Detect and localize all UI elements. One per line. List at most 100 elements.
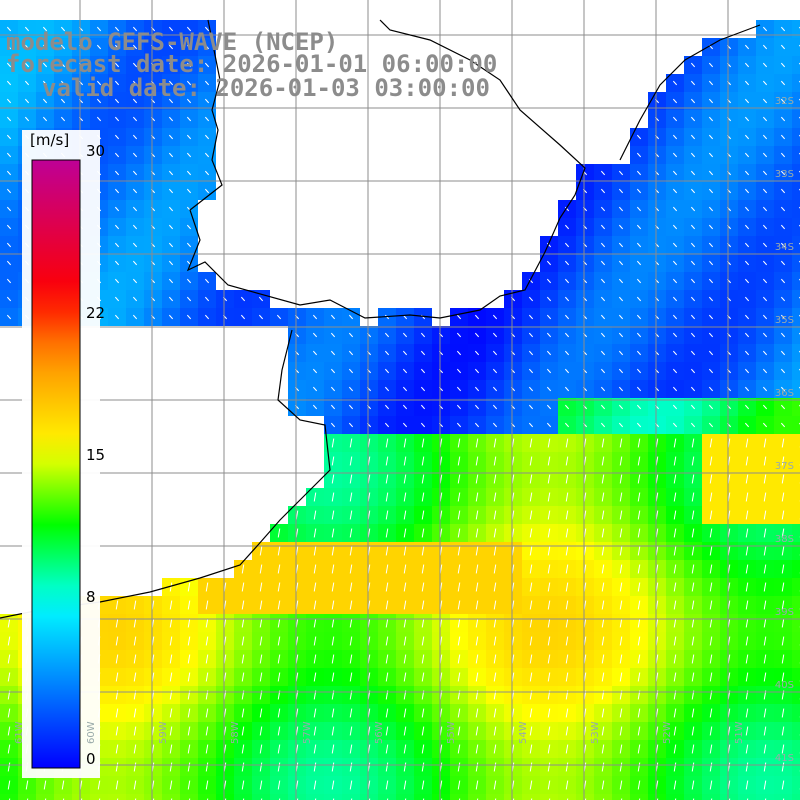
wind-arrow xyxy=(277,528,281,538)
wind-arrow xyxy=(690,80,696,86)
wind-cell xyxy=(324,794,342,800)
wind-arrow xyxy=(565,708,569,718)
wind-arrow xyxy=(187,672,191,682)
wind-arrow xyxy=(673,780,677,790)
wind-arrow xyxy=(781,546,785,556)
wind-arrow xyxy=(637,618,641,628)
wind-arrow xyxy=(475,636,479,646)
wind-arrow xyxy=(565,744,569,754)
wind-arrow xyxy=(672,116,678,122)
wind-arrow xyxy=(331,636,335,646)
wind-arrow xyxy=(331,438,335,448)
wind-arrow xyxy=(636,278,642,284)
wind-arrow xyxy=(403,492,407,502)
wind-cell xyxy=(522,794,540,800)
wind-cell xyxy=(666,794,684,800)
wind-arrow xyxy=(708,350,714,356)
latitude-label: 41S xyxy=(774,753,794,764)
longitude-label: 54W xyxy=(518,721,529,744)
wind-arrow xyxy=(204,44,210,50)
wind-arrow xyxy=(708,224,714,230)
wind-arrow xyxy=(763,618,767,628)
wind-arrow xyxy=(421,618,425,628)
wind-arrow xyxy=(601,654,605,664)
wind-arrow xyxy=(636,134,642,140)
wind-arrow xyxy=(547,708,551,718)
wind-arrow xyxy=(6,152,12,158)
longitude-label: 56W xyxy=(374,721,385,744)
wind-arrow xyxy=(114,224,120,230)
wind-arrow xyxy=(619,654,623,664)
wind-arrow xyxy=(618,404,624,410)
wind-arrow xyxy=(619,546,623,556)
wind-arrow xyxy=(564,278,570,284)
wind-arrow xyxy=(564,332,570,338)
wind-arrow xyxy=(619,636,623,646)
wind-arrow xyxy=(385,708,389,718)
wind-arrow xyxy=(258,296,264,302)
wind-arrow xyxy=(186,80,192,86)
wind-arrow xyxy=(241,600,245,610)
wind-arrow xyxy=(169,618,173,628)
wind-arrow xyxy=(187,654,191,664)
wind-arrow xyxy=(745,618,749,628)
wind-arrow xyxy=(708,98,714,104)
wind-arrow xyxy=(601,600,605,610)
wind-arrow xyxy=(763,708,767,718)
wind-arrow xyxy=(637,564,641,574)
wind-arrow xyxy=(186,134,192,140)
wind-arrow xyxy=(43,780,47,790)
wind-arrow xyxy=(745,456,749,466)
wind-arrow xyxy=(745,672,749,682)
wind-arrow xyxy=(547,510,551,520)
wind-arrow xyxy=(547,780,551,790)
wind-arrow xyxy=(457,438,461,448)
wind-arrow xyxy=(385,546,389,556)
wind-arrow xyxy=(528,368,534,374)
wind-arrow xyxy=(457,600,461,610)
wind-arrow xyxy=(7,636,11,646)
wind-arrow xyxy=(690,314,696,320)
wind-arrow xyxy=(601,582,605,592)
wind-arrow xyxy=(709,672,713,682)
wind-arrow xyxy=(60,80,66,86)
wind-arrow xyxy=(204,170,210,176)
wind-arrow xyxy=(673,438,677,448)
wind-arrow xyxy=(475,528,479,538)
wind-arrow xyxy=(691,456,695,466)
wind-arrow xyxy=(186,296,192,302)
wind-arrow xyxy=(474,422,480,428)
wind-arrow xyxy=(7,762,11,772)
wind-arrow xyxy=(331,564,335,574)
wind-arrow xyxy=(637,780,641,790)
wind-arrow xyxy=(492,314,498,320)
wind-arrow xyxy=(186,26,192,32)
wind-arrow xyxy=(132,26,138,32)
wind-cell xyxy=(792,200,800,218)
wind-arrow xyxy=(403,456,407,466)
wind-arrow xyxy=(636,404,642,410)
wind-arrow xyxy=(475,492,479,502)
wind-arrow xyxy=(331,528,335,538)
wind-arrow xyxy=(708,296,714,302)
wind-arrow xyxy=(385,474,389,484)
wind-arrow xyxy=(744,332,750,338)
wind-arrow xyxy=(492,386,498,392)
colorbar xyxy=(31,159,81,769)
wind-arrow xyxy=(690,260,696,266)
wind-arrow xyxy=(114,152,120,158)
wind-arrow xyxy=(168,44,174,50)
wind-arrow xyxy=(547,546,551,556)
wind-arrow xyxy=(619,582,623,592)
wind-arrow xyxy=(601,708,605,718)
wind-arrow xyxy=(744,62,750,68)
wind-arrow xyxy=(708,152,714,158)
wind-arrow xyxy=(187,582,191,592)
wind-arrow xyxy=(529,528,533,538)
wind-cell xyxy=(216,794,234,800)
colorbar-tick-label: 8 xyxy=(86,587,96,606)
wind-arrow xyxy=(330,350,336,356)
wind-arrow xyxy=(186,116,192,122)
wind-arrow xyxy=(546,242,552,248)
wind-arrow xyxy=(313,582,317,592)
